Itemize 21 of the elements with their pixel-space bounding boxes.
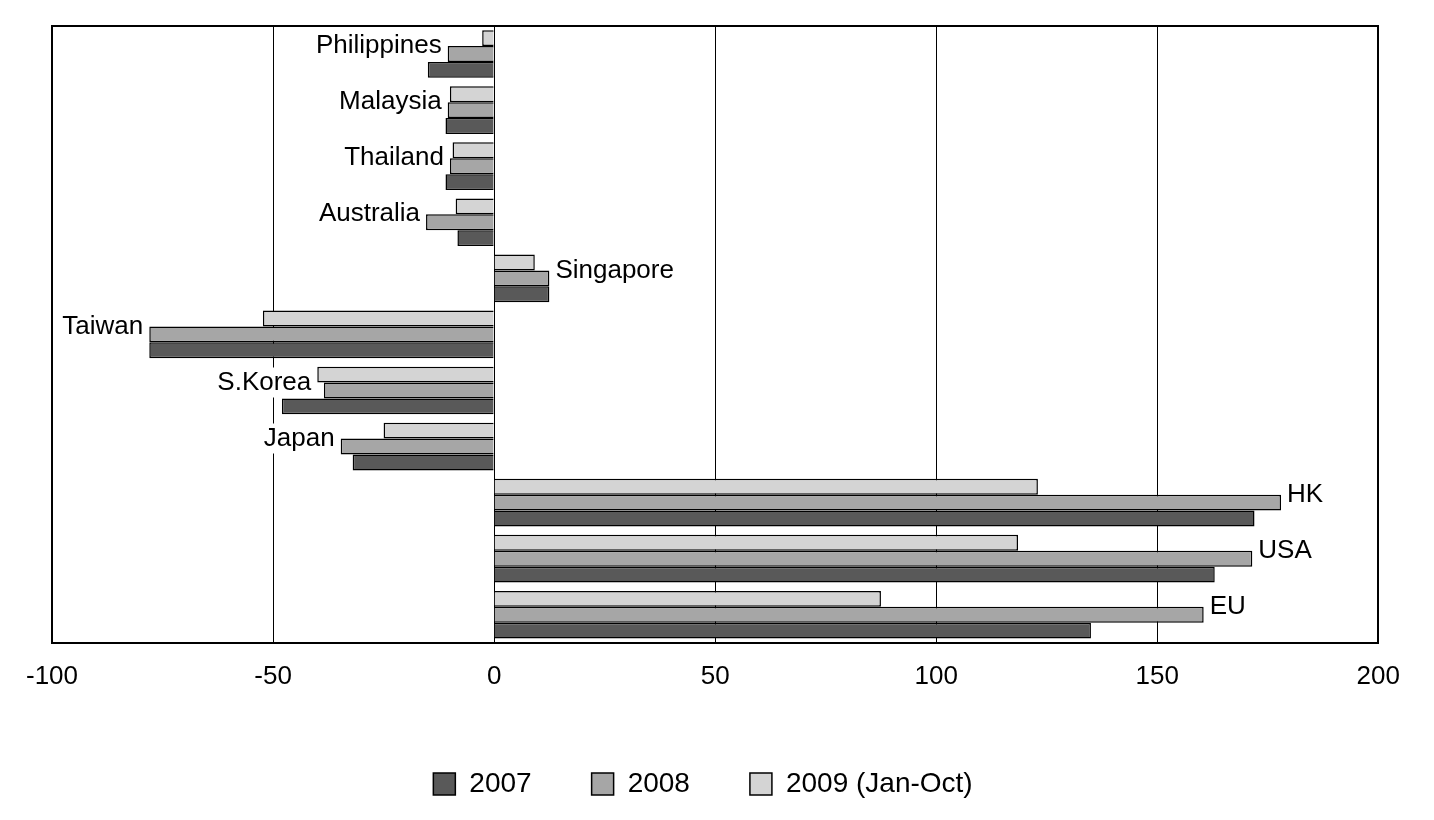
y-tick-label: Malaysia <box>339 85 443 116</box>
legend-label: 2008 <box>627 766 690 798</box>
y-tick-label: Australia <box>318 197 421 228</box>
x-tick-label: 150 <box>1135 659 1179 690</box>
y-tick-label: HK <box>1287 477 1324 508</box>
y-tick-label: EU <box>1209 589 1246 620</box>
legend-label: 2007 <box>469 766 532 798</box>
y-tick-label: S.Korea <box>217 365 312 396</box>
y-tick-label: Japan <box>263 421 335 452</box>
legend-label: 2009 (Jan-Oct) <box>785 766 973 798</box>
y-tick-label: Singapore <box>555 253 674 284</box>
x-tick-label: 100 <box>914 659 958 690</box>
x-tick-label: 50 <box>700 659 730 690</box>
x-tick-label: -100 <box>26 659 79 690</box>
y-tick-label: Philippines <box>315 29 442 60</box>
x-tick-label: 0 <box>486 659 502 690</box>
x-tick-label: -50 <box>254 659 292 690</box>
x-tick-label: 200 <box>1356 659 1401 690</box>
y-tick-label: Taiwan <box>62 309 144 340</box>
y-tick-label: Thailand <box>344 141 444 172</box>
y-tick-label: USA <box>1258 533 1313 564</box>
